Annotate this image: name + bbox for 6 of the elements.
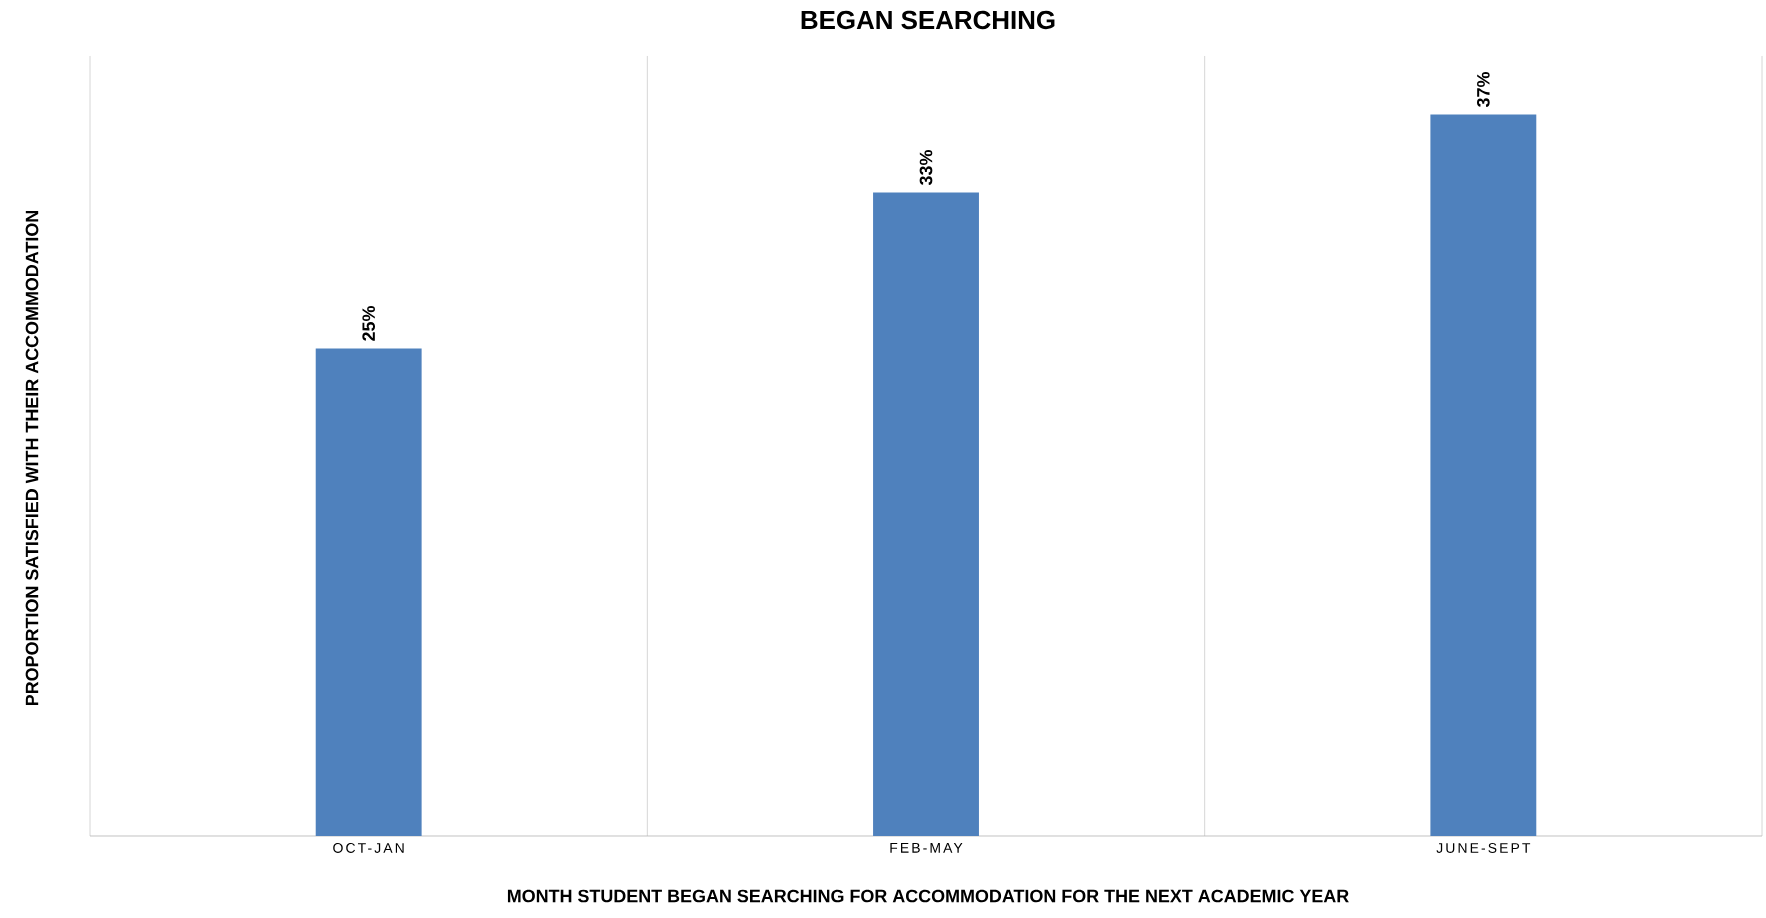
x-axis-title: MONTH STUDENT BEGAN SEARCHING FOR ACCOMMODATION FOR THE NEXT ACADEMIC YEAR <box>507 889 1349 903</box>
data-label: 25% <box>362 306 376 341</box>
y-axis-title: PROPORTION SATISFIED WITH THEIR ACCOMMODATION <box>25 210 39 706</box>
data-label: 37% <box>1476 72 1490 108</box>
chart-title: BEGAN SEARCHING <box>801 10 1055 30</box>
data-label: 33% <box>919 150 933 186</box>
